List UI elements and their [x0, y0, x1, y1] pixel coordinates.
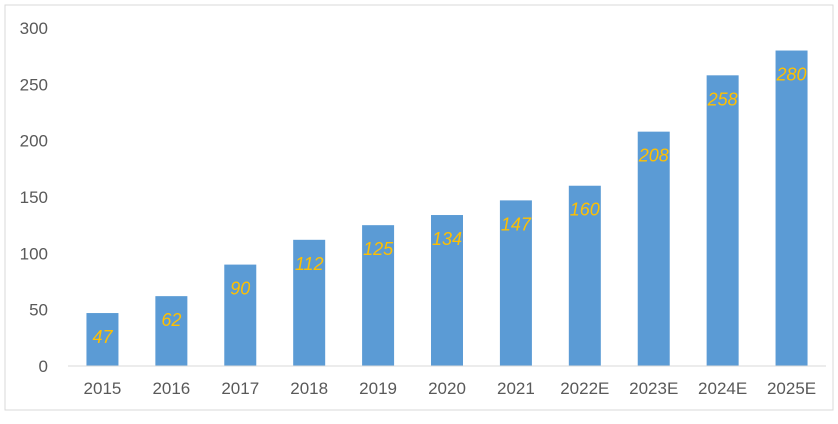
x-tick-label: 2020: [428, 379, 466, 398]
data-label: 208: [638, 146, 669, 166]
bar-2016: [155, 296, 188, 366]
x-tick-label: 2023E: [629, 379, 678, 398]
y-tick-label: 100: [20, 244, 48, 263]
y-tick-label: 50: [29, 301, 48, 320]
data-label: 47: [92, 327, 113, 347]
data-label: 160: [570, 200, 600, 220]
x-tick-label: 2018: [290, 379, 328, 398]
data-label: 280: [776, 65, 807, 85]
bar-2020: [431, 215, 463, 366]
bar-2015: [86, 313, 119, 366]
y-axis: 0 50 100 150 200 250 300: [20, 19, 48, 376]
y-tick-label: 0: [39, 357, 48, 376]
data-label: 134: [432, 229, 462, 249]
x-tick-label: 2016: [152, 379, 190, 398]
bar-2021: [499, 200, 532, 366]
x-axis: 2015 2016 2017 2018 2019 2020 2021 2022E 2023E 20…: [84, 379, 817, 398]
bar-2025e: [775, 50, 808, 367]
x-tick-label: 2017: [221, 379, 259, 398]
chart-border: [4, 4, 834, 411]
x-tick-label: 2024E: [698, 379, 747, 398]
data-label: 258: [707, 89, 738, 109]
y-tick-label: 150: [20, 188, 48, 207]
data-label: 62: [161, 310, 181, 330]
x-tick-label: 2019: [359, 379, 397, 398]
data-label: 112: [295, 254, 324, 274]
bar-2023e: [637, 131, 670, 366]
x-tick-label: 2022E: [560, 379, 609, 398]
bar-2022e: [568, 185, 601, 366]
y-tick-label: 250: [20, 75, 48, 94]
bar-2017: [224, 264, 257, 366]
data-label: 125: [363, 239, 394, 259]
y-tick-label: 300: [20, 19, 48, 38]
x-tick-label: 2015: [84, 379, 122, 398]
data-labels: 47 62 90 112 125 134 147 160 208 258 280: [92, 65, 806, 348]
bar-2024e: [706, 75, 739, 366]
x-tick-label: 2025E: [767, 379, 816, 398]
bar-2019: [362, 225, 395, 366]
x-tick-label: 2021: [497, 379, 535, 398]
bars: [86, 50, 808, 367]
data-label: 147: [501, 214, 532, 234]
bar-2018: [293, 239, 326, 366]
data-label: 90: [230, 279, 250, 299]
y-tick-label: 200: [20, 132, 48, 151]
